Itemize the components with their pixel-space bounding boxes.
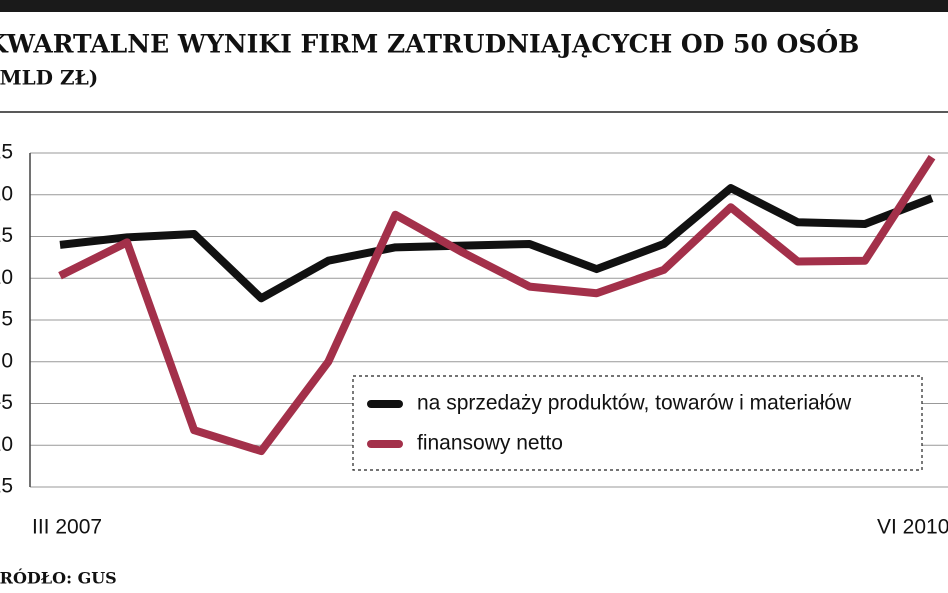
y-tick-label: 20 — [0, 182, 13, 205]
legend-box — [352, 375, 923, 471]
source: ŹRÓDŁO: GUS — [0, 568, 117, 588]
x-tick-label: III 2007 — [32, 516, 102, 539]
legend-label: na sprzedaży produktów, towarów i materi… — [417, 392, 852, 415]
y-tick-label: -15 — [0, 475, 13, 498]
chart-title: KWARTALNE WYNIKI FIRM ZATRUDNIAJĄCYCH OD… — [0, 30, 859, 59]
y-tick-label: 5 — [1, 308, 13, 331]
series-line — [59, 184, 934, 303]
y-tick-label: -10 — [0, 433, 13, 456]
y-tick-label: 10 — [0, 266, 13, 289]
y-tick-label: 15 — [0, 224, 13, 247]
top-bar — [0, 0, 948, 12]
legend-label: finansowy netto — [417, 432, 563, 455]
chart-subtitle: (MLD ZŁ) — [0, 66, 98, 90]
x-tick-label: VI 2010 — [877, 516, 948, 539]
y-tick-label: 25 — [0, 141, 13, 164]
series-line — [58, 155, 936, 456]
y-tick-label: 0 — [1, 349, 13, 372]
y-tick-label: -5 — [0, 391, 13, 414]
